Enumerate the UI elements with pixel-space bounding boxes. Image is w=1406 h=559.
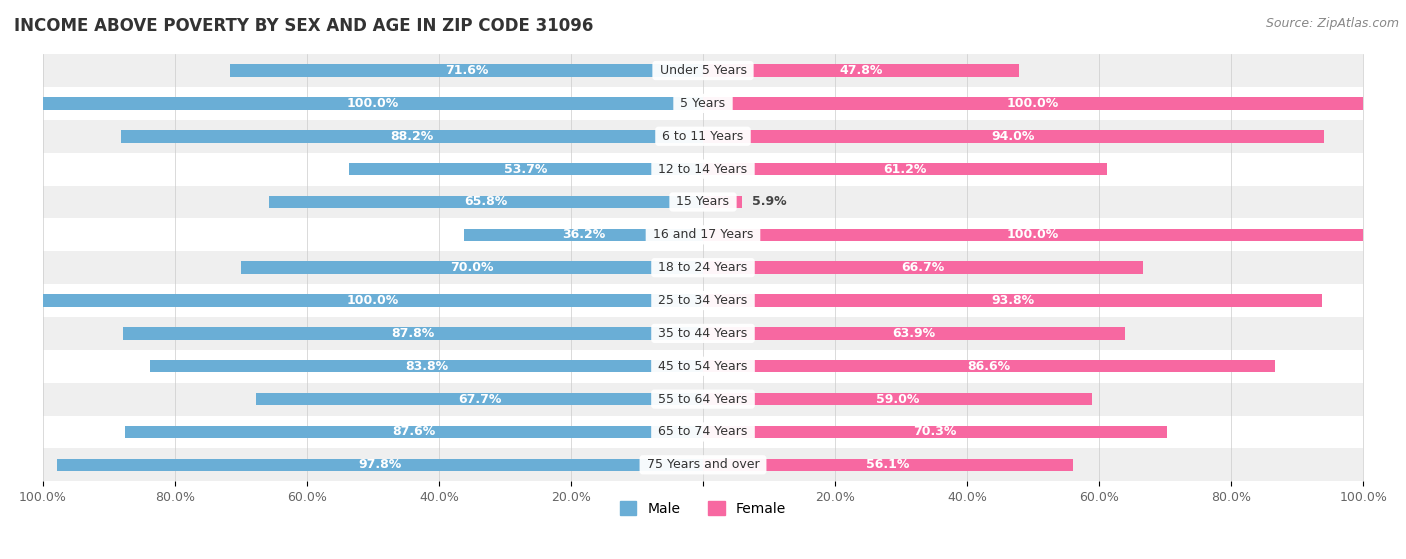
Bar <box>703 294 1322 307</box>
Bar <box>42 54 1364 87</box>
Text: 5 Years: 5 Years <box>676 97 730 110</box>
Text: 67.7%: 67.7% <box>458 392 501 406</box>
Bar <box>464 229 703 241</box>
Bar <box>703 163 1107 176</box>
Text: 65 to 74 Years: 65 to 74 Years <box>654 425 752 438</box>
Bar <box>42 153 1364 186</box>
Text: 25 to 34 Years: 25 to 34 Years <box>654 294 752 307</box>
Bar <box>42 383 1364 415</box>
Text: 16 and 17 Years: 16 and 17 Years <box>648 228 758 241</box>
Bar <box>42 120 1364 153</box>
Text: 59.0%: 59.0% <box>876 392 920 406</box>
Text: 94.0%: 94.0% <box>991 130 1035 143</box>
Text: 15 Years: 15 Years <box>672 196 734 209</box>
Bar <box>703 229 1364 241</box>
Bar <box>256 393 703 405</box>
Bar <box>42 97 703 110</box>
Text: 53.7%: 53.7% <box>505 163 547 176</box>
Text: 86.6%: 86.6% <box>967 360 1011 373</box>
Text: 5.9%: 5.9% <box>752 196 786 209</box>
Text: 93.8%: 93.8% <box>991 294 1035 307</box>
Bar <box>240 262 703 274</box>
Bar <box>121 130 703 143</box>
Text: 88.2%: 88.2% <box>391 130 433 143</box>
Bar <box>703 360 1275 372</box>
Text: 63.9%: 63.9% <box>893 327 935 340</box>
Bar <box>703 97 1364 110</box>
Bar <box>42 251 1364 284</box>
Bar <box>703 426 1167 438</box>
Bar <box>703 196 742 208</box>
Text: 12 to 14 Years: 12 to 14 Years <box>654 163 752 176</box>
Text: 36.2%: 36.2% <box>562 228 605 241</box>
Bar <box>703 393 1092 405</box>
Bar <box>42 317 1364 350</box>
Text: 87.8%: 87.8% <box>392 327 434 340</box>
Text: 45 to 54 Years: 45 to 54 Years <box>654 360 752 373</box>
Bar <box>703 130 1323 143</box>
Bar <box>58 458 703 471</box>
Bar <box>125 426 703 438</box>
Bar <box>42 415 1364 448</box>
Bar <box>42 87 1364 120</box>
Text: 75 Years and over: 75 Years and over <box>643 458 763 471</box>
Bar <box>42 350 1364 383</box>
Text: 65.8%: 65.8% <box>464 196 508 209</box>
Bar <box>42 294 703 307</box>
Text: 100.0%: 100.0% <box>347 294 399 307</box>
Text: 97.8%: 97.8% <box>359 458 402 471</box>
Bar <box>42 219 1364 251</box>
Text: 66.7%: 66.7% <box>901 261 945 274</box>
Bar <box>150 360 703 372</box>
Text: 47.8%: 47.8% <box>839 64 883 77</box>
Bar <box>231 64 703 77</box>
Text: 71.6%: 71.6% <box>444 64 488 77</box>
Bar <box>703 458 1073 471</box>
Bar <box>124 327 703 340</box>
Bar <box>42 186 1364 219</box>
Bar <box>349 163 703 176</box>
Bar <box>269 196 703 208</box>
Text: 55 to 64 Years: 55 to 64 Years <box>654 392 752 406</box>
Text: 83.8%: 83.8% <box>405 360 449 373</box>
Bar <box>42 448 1364 481</box>
Bar <box>703 327 1125 340</box>
Text: Source: ZipAtlas.com: Source: ZipAtlas.com <box>1265 17 1399 30</box>
Legend: Male, Female: Male, Female <box>614 495 792 522</box>
Text: 70.3%: 70.3% <box>914 425 956 438</box>
Bar <box>703 262 1143 274</box>
Bar <box>42 284 1364 317</box>
Text: 100.0%: 100.0% <box>1007 97 1059 110</box>
Text: 100.0%: 100.0% <box>347 97 399 110</box>
Text: 70.0%: 70.0% <box>450 261 494 274</box>
Text: Under 5 Years: Under 5 Years <box>655 64 751 77</box>
Text: 56.1%: 56.1% <box>866 458 910 471</box>
Bar <box>703 64 1018 77</box>
Text: 100.0%: 100.0% <box>1007 228 1059 241</box>
Text: 87.6%: 87.6% <box>392 425 436 438</box>
Text: 6 to 11 Years: 6 to 11 Years <box>658 130 748 143</box>
Text: 35 to 44 Years: 35 to 44 Years <box>654 327 752 340</box>
Text: 18 to 24 Years: 18 to 24 Years <box>654 261 752 274</box>
Text: 61.2%: 61.2% <box>883 163 927 176</box>
Text: INCOME ABOVE POVERTY BY SEX AND AGE IN ZIP CODE 31096: INCOME ABOVE POVERTY BY SEX AND AGE IN Z… <box>14 17 593 35</box>
